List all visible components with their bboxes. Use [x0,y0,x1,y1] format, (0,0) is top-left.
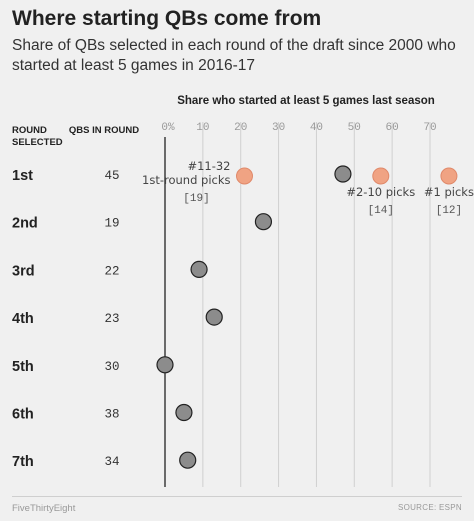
subgroup-label: #2-10 picks [346,185,415,199]
chart-subtitle: Share of QBs selected in each round of t… [12,37,456,74]
count-header-line1: QBS IN ROUND [69,125,139,136]
subgroup-count: [12] [436,205,462,217]
data-point [205,308,223,326]
subgroup-label: #11-32 [187,159,230,173]
data-point [334,165,352,183]
round-label: 5th [12,359,34,375]
footer-source: SOURCE: ESPN [397,503,462,512]
qb-count: 45 [104,169,119,183]
round-label: 6th [12,407,34,423]
chart-axis-title: Share who started at least 5 games last … [177,95,435,107]
x-tick-label: 70 [423,122,436,134]
subgroup-count: [19] [183,193,209,205]
round-header-line1: ROUND [12,125,47,136]
x-tick-label: 30 [272,122,285,134]
data-point [175,403,193,422]
subgroup-point [440,167,458,185]
subgroup-label: 1st-round picks [142,173,230,187]
chart-title: Where starting QBs come from [12,7,322,30]
qb-count: 30 [104,360,119,374]
round-label: 2nd [12,216,38,232]
x-tick-label: 40 [310,122,323,134]
round-label: 1st [12,168,33,184]
qb-count: 34 [104,455,119,469]
subgroup-point [236,167,253,185]
data-point [156,356,174,374]
x-tick-label: 50 [348,122,361,134]
qb-count: 38 [104,408,119,422]
round-header-line2: SELECTED [12,137,63,148]
x-tick-label: 0% [161,122,175,134]
round-label: 4th [12,311,34,327]
subgroup-label: #1 picks [424,185,474,199]
qb-count: 23 [104,312,119,326]
round-label: 7th [12,454,34,470]
round-label: 3rd [12,263,35,279]
data-point [190,260,208,278]
data-point [254,213,273,231]
qb-count: 19 [104,217,119,231]
x-tick-label: 10 [196,122,209,134]
qb-count: 22 [104,264,119,278]
footer-divider [12,496,462,497]
subgroup-point [372,167,390,185]
data-point [179,451,197,469]
subgroup-count: [14] [368,205,394,217]
x-tick-label: 20 [234,122,247,134]
footer-brand: FiveThirtyEight [12,503,76,514]
x-tick-label: 60 [386,122,399,134]
